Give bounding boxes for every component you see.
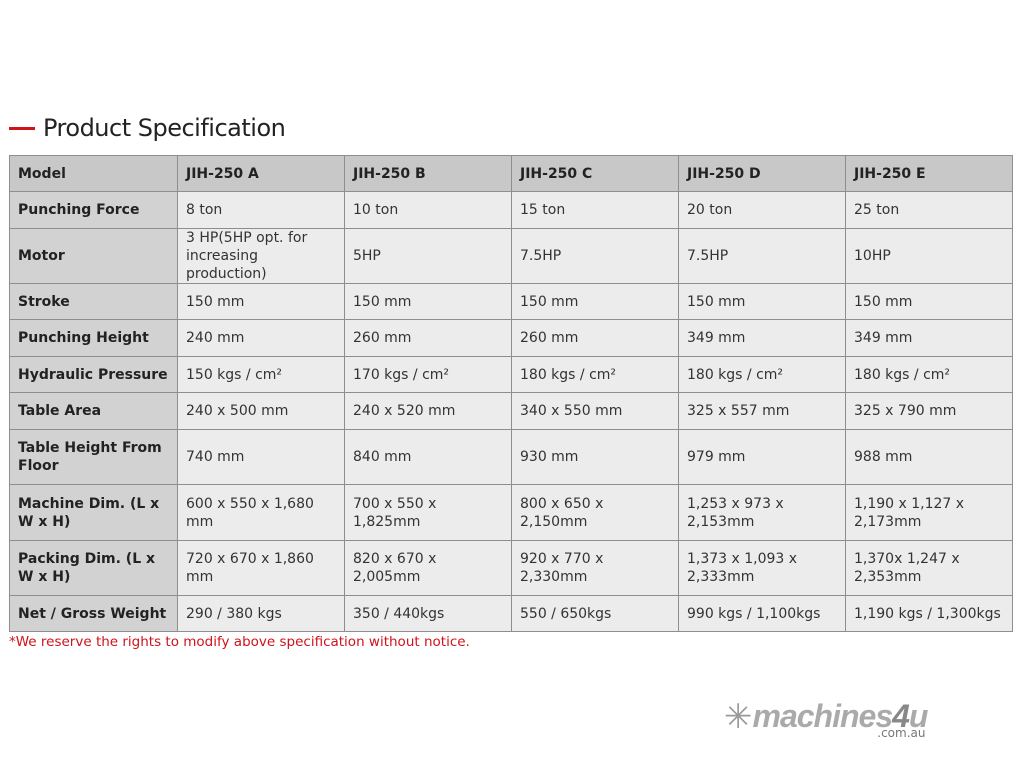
table-cell: 170 kgs / cm² — [344, 356, 512, 393]
table-cell: 325 x 790 mm — [845, 392, 1013, 430]
table-cell: 10 ton — [344, 191, 512, 229]
table-row: Net / Gross Weight 290 / 380 kgs 350 / 440… — [9, 595, 1013, 632]
table-cell: 260 mm — [344, 319, 512, 357]
table-cell: 20 ton — [678, 191, 846, 229]
row-label: Machine Dim. (L x W x H) — [9, 484, 178, 541]
table-cell: 180 kgs / cm² — [845, 356, 1013, 393]
table-cell: 150 mm — [845, 283, 1013, 320]
table-cell: 240 x 500 mm — [177, 392, 345, 430]
table-row: Table Height From Floor 740 mm 840 mm 930 m… — [9, 429, 1013, 485]
snowflake-icon: ✳ — [724, 697, 753, 737]
column-header: Model — [9, 155, 178, 192]
spec-table: Model JIH-250 A JIH-250 B JIH-250 C JIH-250 … — [9, 155, 1013, 632]
table-cell: 240 x 520 mm — [344, 392, 512, 430]
row-label: Hydraulic Pressure — [9, 356, 178, 393]
table-cell: 150 kgs / cm² — [177, 356, 345, 393]
table-cell: 979 mm — [678, 429, 846, 485]
column-header: JIH-250 B — [344, 155, 512, 192]
table-cell: 240 mm — [177, 319, 345, 357]
row-label: Table Area — [9, 392, 178, 430]
table-cell: 180 kgs / cm² — [511, 356, 679, 393]
table-cell: 988 mm — [845, 429, 1013, 485]
column-header: JIH-250 C — [511, 155, 679, 192]
table-cell: 350 / 440kgs — [344, 595, 512, 632]
table-cell: 720 x 670 x 1,860 mm — [177, 540, 345, 596]
table-cell: 1,253 x 973 x 2,153mm — [678, 484, 846, 541]
table-cell: 700 x 550 x 1,825mm — [344, 484, 512, 541]
table-cell: 260 mm — [511, 319, 679, 357]
title-text: Product Specification — [43, 114, 286, 142]
row-label: Net / Gross Weight — [9, 595, 178, 632]
table-cell: 1,190 x 1,127 x 2,173mm — [845, 484, 1013, 541]
table-row: Table Area 240 x 500 mm 240 x 520 mm 340 x … — [9, 392, 1013, 430]
table-row: Hydraulic Pressure 150 kgs / cm² 170 kgs /… — [9, 356, 1013, 393]
table-cell: 10HP — [845, 228, 1013, 284]
table-cell: 325 x 557 mm — [678, 392, 846, 430]
table-cell: 5HP — [344, 228, 512, 284]
table-cell: 990 kgs / 1,100kgs — [678, 595, 846, 632]
table-cell: 1,373 x 1,093 x 2,333mm — [678, 540, 846, 596]
table-cell: 180 kgs / cm² — [678, 356, 846, 393]
row-label: Table Height From Floor — [9, 429, 178, 485]
table-cell: 150 mm — [177, 283, 345, 320]
section-title: Product Specification — [9, 114, 286, 142]
table-header-row: Model JIH-250 A JIH-250 B JIH-250 C JIH-250 … — [9, 155, 1013, 192]
table-cell: 150 mm — [344, 283, 512, 320]
table-row: Stroke 150 mm 150 mm 150 mm 150 mm 150 mm — [9, 283, 1013, 320]
table-row: Punching Height 240 mm 260 mm 260 mm 349 mm 3… — [9, 319, 1013, 357]
table-cell: 349 mm — [845, 319, 1013, 357]
table-row: Punching Force 8 ton 10 ton 15 ton 20 ton 25 … — [9, 191, 1013, 229]
table-row: Motor 3 HP(5HP opt. for increasing produc… — [9, 228, 1013, 284]
table-cell: 740 mm — [177, 429, 345, 485]
table-cell: 3 HP(5HP opt. for increasing production) — [177, 228, 345, 284]
table-cell: 25 ton — [845, 191, 1013, 229]
table-cell: 7.5HP — [511, 228, 679, 284]
row-label: Packing Dim. (L x W x H) — [9, 540, 178, 596]
column-header: JIH-250 D — [678, 155, 846, 192]
table-cell: 290 / 380 kgs — [177, 595, 345, 632]
title-dash — [9, 126, 35, 130]
table-cell: 920 x 770 x 2,330mm — [511, 540, 679, 596]
table-cell: 550 / 650kgs — [511, 595, 679, 632]
table-cell: 150 mm — [678, 283, 846, 320]
table-cell: 8 ton — [177, 191, 345, 229]
column-header: JIH-250 A — [177, 155, 345, 192]
table-cell: 349 mm — [678, 319, 846, 357]
logo-wordmark: machines4u — [752, 698, 929, 734]
disclaimer-note: *We reserve the rights to modify above s… — [9, 634, 470, 650]
table-cell: 340 x 550 mm — [511, 392, 679, 430]
table-cell: 930 mm — [511, 429, 679, 485]
column-header: JIH-250 E — [845, 155, 1013, 192]
row-label: Motor — [9, 228, 178, 284]
table-cell: 1,370x 1,247 x 2,353mm — [845, 540, 1013, 596]
logo-domain: .com.au — [877, 726, 926, 740]
table-row: Machine Dim. (L x W x H) 600 x 550 x 1,68… — [9, 484, 1013, 541]
table-cell: 840 mm — [344, 429, 512, 485]
row-label: Punching Force — [9, 191, 178, 229]
machines4u-logo: ✳ machines4u .com.au — [724, 697, 929, 740]
table-cell: 820 x 670 x 2,005mm — [344, 540, 512, 596]
table-cell: 15 ton — [511, 191, 679, 229]
table-cell: 600 x 550 x 1,680 mm — [177, 484, 345, 541]
table-row: Packing Dim. (L x W x H) 720 x 670 x 1,86… — [9, 540, 1013, 596]
row-label: Stroke — [9, 283, 178, 320]
table-cell: 7.5HP — [678, 228, 846, 284]
table-cell: 150 mm — [511, 283, 679, 320]
table-cell: 800 x 650 x 2,150mm — [511, 484, 679, 541]
row-label: Punching Height — [9, 319, 178, 357]
table-cell: 1,190 kgs / 1,300kgs — [845, 595, 1013, 632]
